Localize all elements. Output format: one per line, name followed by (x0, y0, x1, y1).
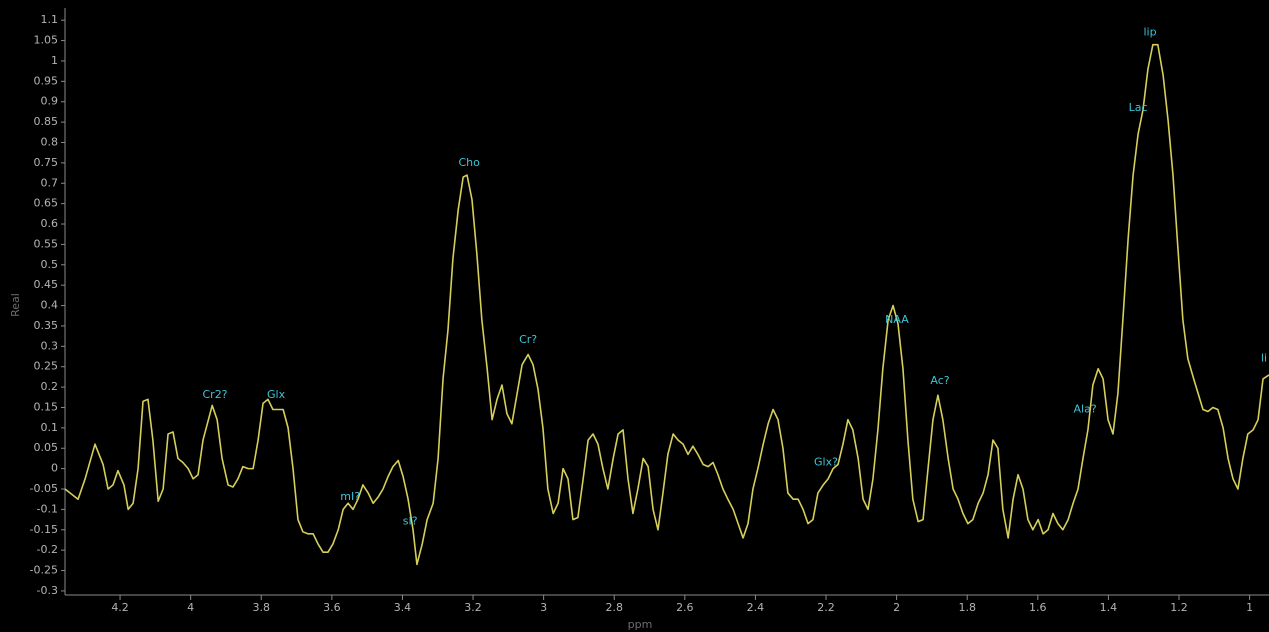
y-tick-label: 0.7 (41, 176, 59, 189)
y-tick-label: 0.5 (41, 258, 59, 271)
y-tick-label: -0.05 (30, 482, 58, 495)
y-tick-label: 0.85 (34, 115, 59, 128)
spectrum-line (64, 43, 1269, 566)
x-tick-label: 4 (187, 601, 194, 614)
x-tick-label: 2.8 (605, 601, 623, 614)
y-tick-label: 0.4 (41, 299, 59, 312)
y-tick-label: 0.2 (41, 380, 59, 393)
peak-label: lip (1143, 25, 1156, 38)
x-tick-label: 2.4 (747, 601, 765, 614)
y-tick-label: 1 (51, 54, 58, 67)
y-tick-label: 0.45 (34, 278, 59, 291)
peak-label: Cho (458, 156, 480, 169)
y-tick-label: 0.05 (34, 441, 59, 454)
x-tick-label: 3.2 (464, 601, 482, 614)
x-tick-label: 4.2 (111, 601, 129, 614)
y-tick-label: -0.3 (37, 584, 58, 597)
peak-label: NAA (885, 313, 909, 326)
peak-label: Glx? (814, 456, 838, 469)
y-tick-label: 0.55 (34, 237, 59, 250)
y-tick-label: 0.8 (41, 135, 59, 148)
y-tick-label: 1.1 (41, 13, 59, 26)
y-tick-label: -0.15 (30, 523, 58, 536)
y-tick-label: 0.3 (41, 339, 59, 352)
peak-label: Cr? (519, 333, 537, 346)
x-tick-label: 3.8 (253, 601, 271, 614)
x-tick-label: 3 (540, 601, 547, 614)
peak-label: Cr2? (202, 388, 227, 401)
x-tick-label: 1.6 (1029, 601, 1047, 614)
y-tick-label: 0.6 (41, 217, 59, 230)
y-tick-label: 0.65 (34, 197, 59, 210)
peak-label: mI? (340, 490, 360, 503)
y-tick-label: 0.25 (34, 360, 59, 373)
y-tick-label: 0.35 (34, 319, 59, 332)
peak-label: sI? (403, 515, 418, 528)
y-tick-label: -0.1 (37, 502, 58, 515)
y-tick-label: 0.9 (41, 95, 59, 108)
y-axis-title: Real (9, 293, 22, 317)
peak-label: li (1261, 352, 1267, 365)
x-tick-label: 2.6 (676, 601, 694, 614)
peak-label: Glx (267, 388, 286, 401)
peak-label: Ac? (930, 374, 949, 387)
y-tick-label: 0.15 (34, 400, 59, 413)
x-tick-label: 3.6 (323, 601, 341, 614)
y-tick-label: 0 (51, 462, 58, 475)
y-tick-label: 0.95 (34, 74, 59, 87)
y-tick-label: -0.25 (30, 564, 58, 577)
x-tick-label: 1.4 (1100, 601, 1118, 614)
y-tick-label: 1.05 (34, 34, 59, 47)
x-tick-label: 2 (893, 601, 900, 614)
x-tick-label: 1 (1246, 601, 1253, 614)
y-tick-label: 0.1 (41, 421, 59, 434)
x-tick-label: 1.8 (958, 601, 976, 614)
peak-label: Lac (1129, 101, 1148, 114)
x-tick-label: 1.2 (1170, 601, 1188, 614)
x-tick-label: 2.2 (817, 601, 835, 614)
y-tick-label: 0.75 (34, 156, 59, 169)
x-axis-title: ppm (628, 618, 653, 631)
x-tick-label: 3.4 (394, 601, 412, 614)
y-tick-label: -0.2 (37, 543, 58, 556)
peak-label: Ala? (1074, 403, 1097, 416)
